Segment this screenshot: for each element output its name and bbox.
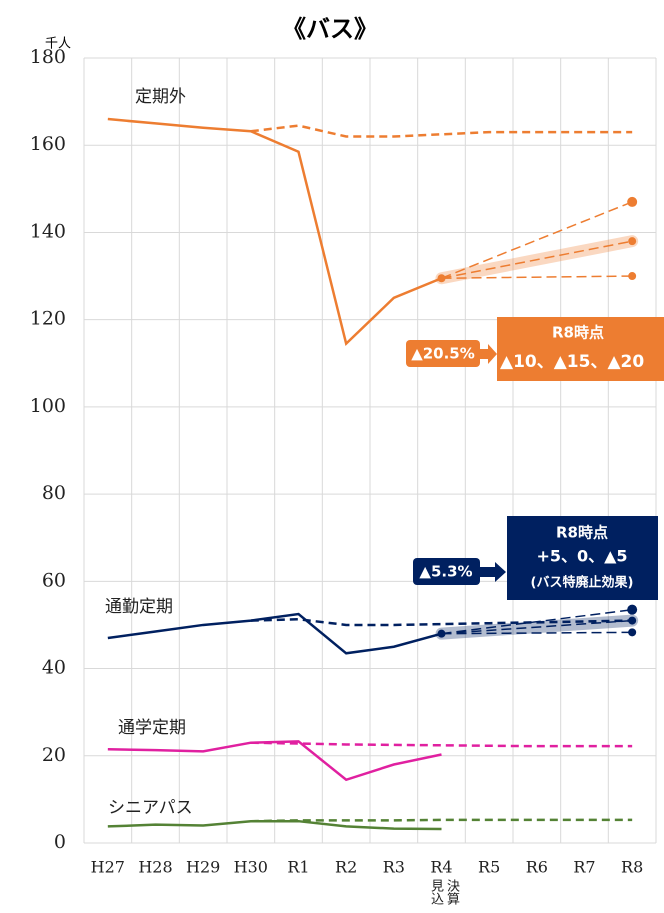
series-line (107, 819, 442, 831)
annotation: ▲20.5% (411, 345, 475, 363)
forecast-point (628, 616, 637, 625)
series-label: シニアパス (108, 798, 193, 818)
series-line (107, 740, 442, 782)
y-tick-label: 60 (42, 569, 66, 591)
chart-title: 《バス》 (282, 15, 378, 43)
forecast-point (628, 628, 637, 637)
x-tick-note: 決算 (444, 879, 460, 905)
y-tick-label: 180 (30, 46, 66, 68)
series-label: 定期外 (135, 87, 186, 107)
series-label: 通学定期 (118, 718, 186, 738)
series-line (107, 612, 442, 655)
y-tick-label: 40 (42, 657, 66, 679)
x-tick-label: R1 (287, 858, 309, 877)
x-tick-label: H28 (138, 858, 172, 877)
forecast-line (441, 201, 633, 279)
x-tick-note: 見込 (428, 879, 444, 905)
forecast-line (441, 240, 633, 279)
forecast-point (627, 196, 638, 207)
trend-line (250, 741, 633, 748)
x-tick-label: R3 (383, 858, 405, 877)
y-tick-label: 80 (42, 482, 66, 504)
annotation: (バス特廃止効果) (531, 575, 634, 591)
trend-line (250, 618, 633, 627)
y-tick-label: 100 (30, 395, 66, 417)
base-point (437, 274, 446, 283)
y-tick-label: 20 (42, 744, 66, 766)
arrow (480, 344, 497, 364)
forecast-line (441, 619, 633, 635)
annotation-box (413, 558, 480, 585)
annotation-box (497, 317, 664, 381)
series-label: 通勤定期 (105, 597, 173, 617)
forecast-point (628, 272, 637, 281)
base-point (437, 629, 446, 638)
series-labels: 定期外 通勤定期 通学定期 シニアパス (105, 87, 193, 818)
trend-line (250, 124, 633, 138)
x-tick-label: R7 (573, 858, 595, 877)
x-tick-label: R4 (430, 858, 452, 877)
plot: 0 20 40 60 80 100 120 140 160 180 H27 H28 H29 H30 R1 R2… (30, 46, 657, 905)
y-tick-label: 120 (30, 308, 66, 330)
annotation: R8時点 (552, 324, 604, 342)
annotation: +5、0、▲5 (536, 547, 627, 566)
annotation: ▲10、▲15、▲20 (500, 352, 644, 372)
series-line (107, 117, 442, 347)
arrow (480, 562, 506, 582)
x-tick-label: H27 (91, 858, 125, 877)
x-tick-label: R8 (621, 858, 643, 877)
x-tick-label: R5 (478, 858, 500, 877)
annotation-box (406, 340, 480, 367)
forecast-point (628, 237, 637, 246)
trend-line (250, 818, 633, 823)
annotation: ▲5.3% (419, 563, 472, 581)
annotation: R8時点 (556, 524, 608, 542)
x-tick-label: R6 (526, 858, 548, 877)
y-tick-label: 140 (30, 220, 66, 242)
annotation-navy: ▲5.3% R8時点 +5、0、▲5 (バス特廃止効果) (413, 516, 658, 600)
y-tick-label: 0 (54, 831, 66, 853)
annotation-orange: ▲20.5% R8時点 ▲10、▲15、▲20 (406, 317, 664, 381)
forecast-line (441, 275, 633, 279)
forecast-point (627, 604, 638, 615)
y-tick-label: 160 (30, 133, 66, 155)
forecast-line (441, 608, 633, 635)
forecast-line (441, 631, 633, 635)
x-tick-label: H30 (234, 858, 268, 877)
x-tick-label: R2 (335, 858, 357, 877)
annotation-box (507, 516, 658, 600)
y-unit: 千人 (45, 37, 71, 52)
x-tick-label: H29 (186, 858, 220, 877)
